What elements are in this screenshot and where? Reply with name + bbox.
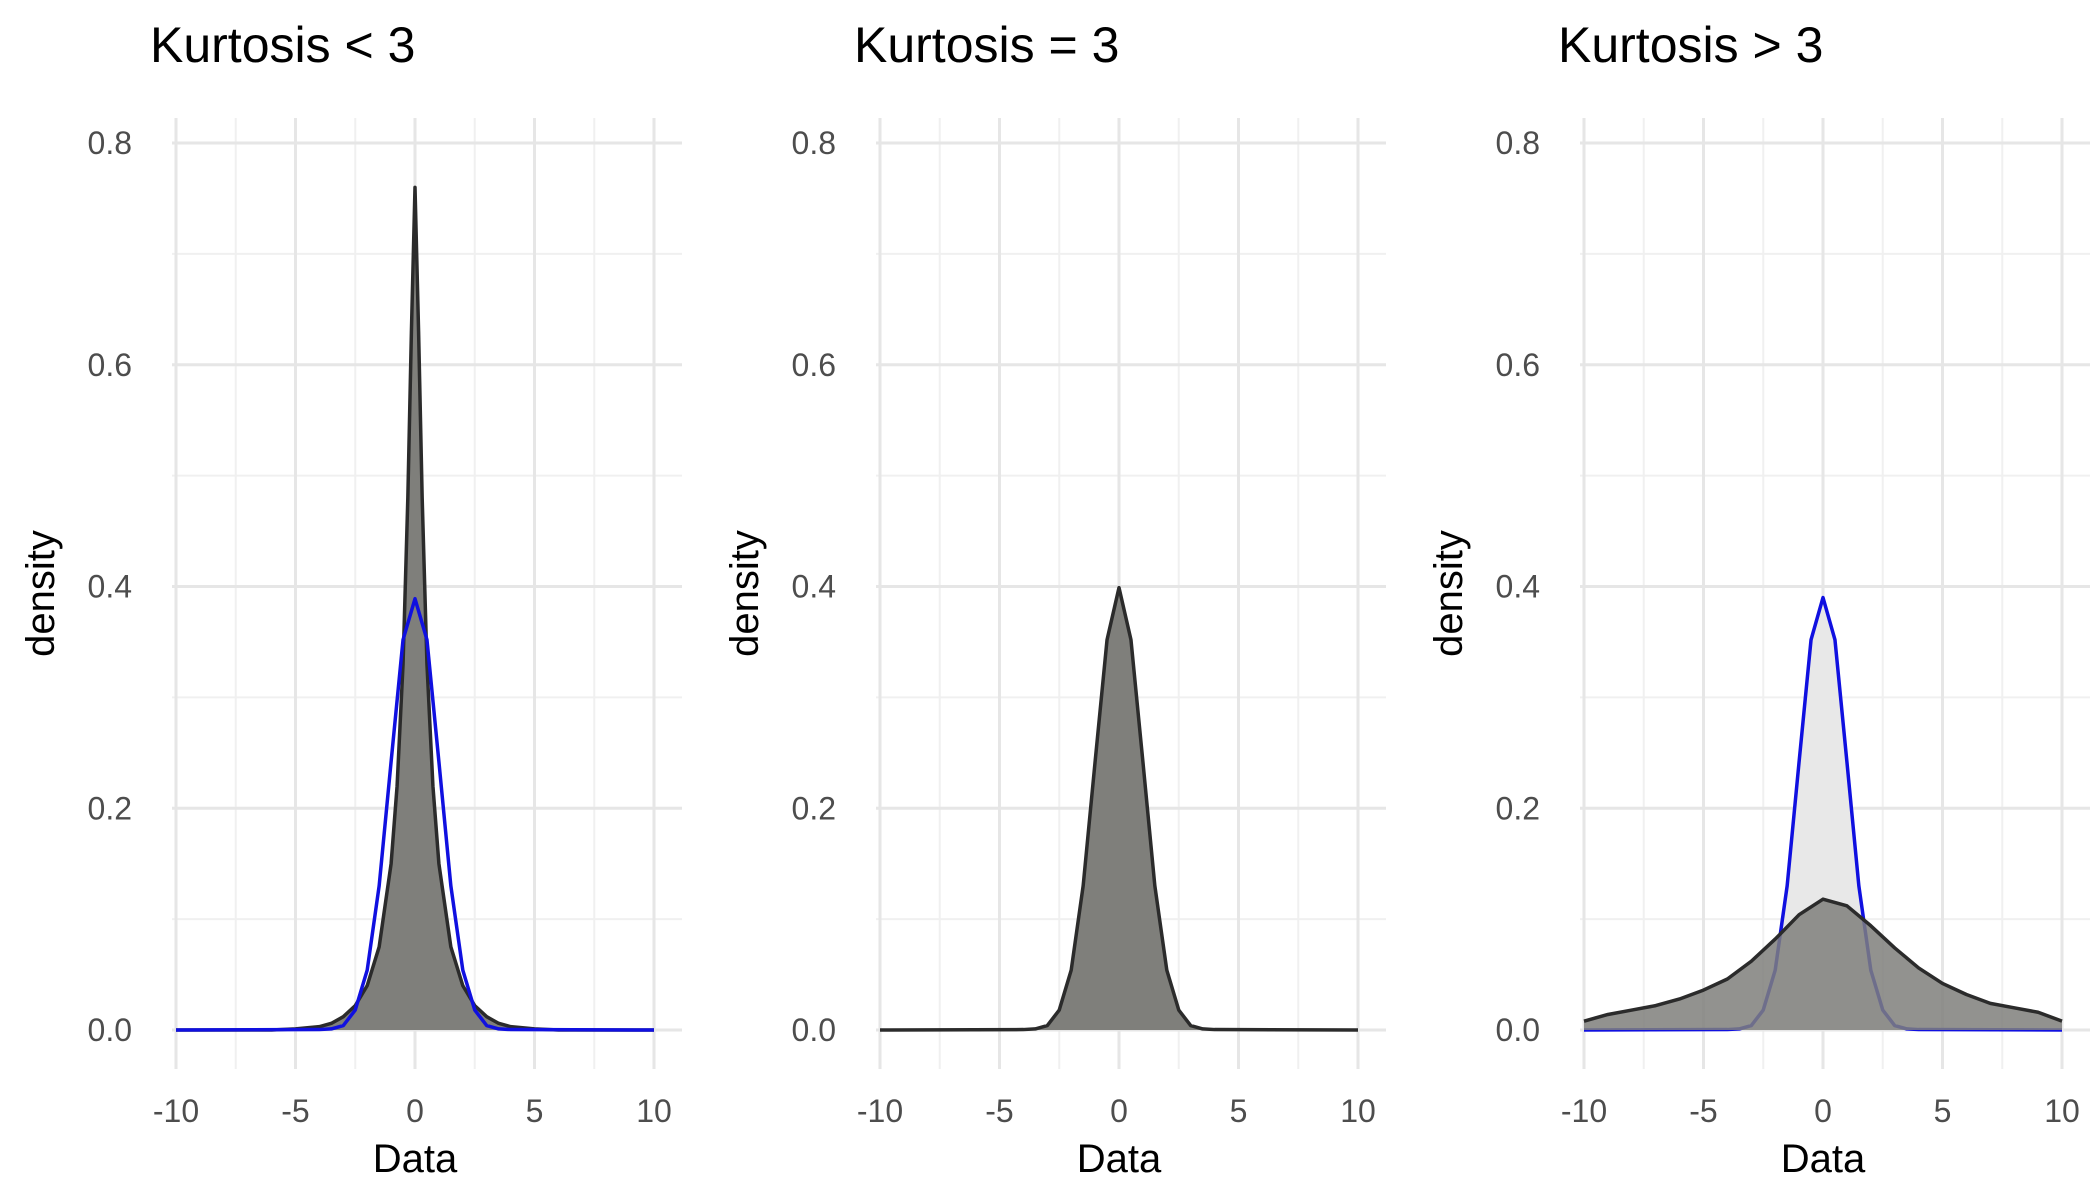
x-tick-label: -5 xyxy=(985,1093,1013,1129)
x-tick-label: 5 xyxy=(526,1093,544,1129)
y-tick-label: 0.8 xyxy=(88,125,132,161)
y-tick-label: 0.4 xyxy=(792,569,836,605)
density-area-1 xyxy=(176,187,654,1031)
y-tick-label: 0.4 xyxy=(1496,569,1540,605)
x-axis-title: Data xyxy=(373,1137,458,1181)
y-tick-label: 0.0 xyxy=(1496,1012,1540,1048)
density-area-1 xyxy=(880,587,1358,1030)
y-tick-label: 0.8 xyxy=(792,125,836,161)
y-tick-label: 0.6 xyxy=(88,347,132,383)
x-tick-label: 10 xyxy=(2044,1093,2080,1129)
x-tick-label: 0 xyxy=(1814,1093,1832,1129)
density-line-1 xyxy=(176,185,654,1032)
y-tick-label: 0.0 xyxy=(792,1012,836,1048)
x-tick-label: 5 xyxy=(1230,1093,1248,1129)
x-axis-title: Data xyxy=(1077,1137,1162,1181)
density-area-2 xyxy=(1584,899,2062,1030)
y-tick-label: 0.2 xyxy=(88,790,132,826)
density-area-1 xyxy=(1584,597,2062,1030)
y-axis-title: density xyxy=(19,530,63,657)
y-tick-label: 0.8 xyxy=(1496,125,1540,161)
chart-panel-1: -10 -5 0 5 10 0.0 0.2 0.4 0.6 0.8 Data density Kurto… xyxy=(19,17,682,1181)
x-tick-label: 0 xyxy=(406,1093,424,1129)
y-axis-title: density xyxy=(1427,530,1471,657)
y-tick-label: 0.4 xyxy=(88,569,132,605)
x-tick-label: 10 xyxy=(1340,1093,1376,1129)
x-tick-label: 0 xyxy=(1110,1093,1128,1129)
x-tick-label: -5 xyxy=(281,1093,309,1129)
panel-title: Kurtosis = 3 xyxy=(854,17,1119,73)
x-tick-label: 10 xyxy=(636,1093,672,1129)
y-tick-label: 0.0 xyxy=(88,1012,132,1048)
x-tick-label: -10 xyxy=(153,1093,199,1129)
y-tick-label: 0.2 xyxy=(1496,790,1540,826)
y-tick-label: 0.2 xyxy=(792,790,836,826)
chart-panel-3: -10 -5 0 5 10 0.0 0.2 0.4 0.6 0.8 Data density Kurto… xyxy=(1427,17,2090,1181)
y-tick-label: 0.6 xyxy=(1496,347,1540,383)
chart-panel-2: -10 -5 0 5 10 0.0 0.2 0.4 0.6 0.8 Data density Kurto… xyxy=(723,17,1386,1181)
panel-title: Kurtosis < 3 xyxy=(150,17,415,73)
x-tick-label: 5 xyxy=(1934,1093,1952,1129)
panel-title: Kurtosis > 3 xyxy=(1558,17,1823,73)
x-tick-label: -10 xyxy=(1561,1093,1607,1129)
x-axis-title: Data xyxy=(1781,1137,1866,1181)
density-line-1 xyxy=(879,585,1359,1032)
y-tick-label: 0.6 xyxy=(792,347,836,383)
y-axis-title: density xyxy=(723,530,767,657)
x-tick-label: -10 xyxy=(857,1093,903,1129)
density-line-2 xyxy=(175,596,655,1032)
density-line-2 xyxy=(1583,897,2063,1023)
x-tick-label: -5 xyxy=(1689,1093,1717,1129)
